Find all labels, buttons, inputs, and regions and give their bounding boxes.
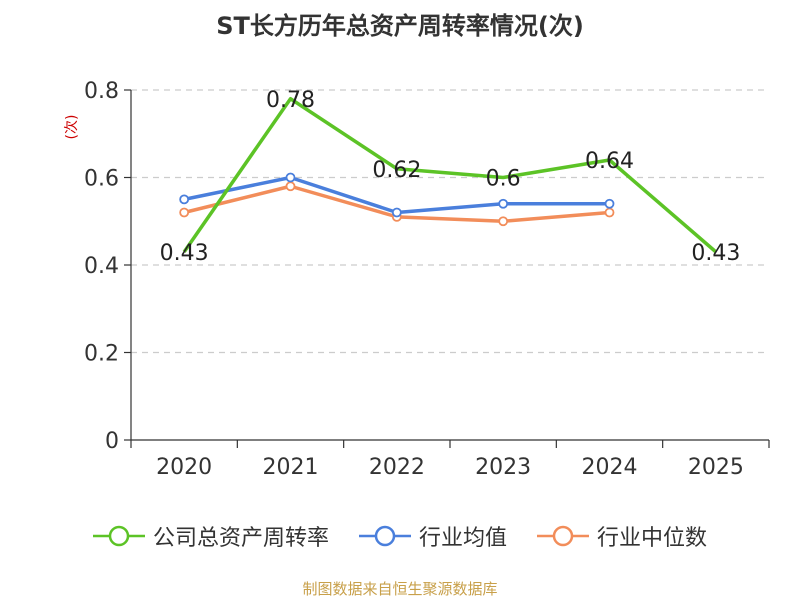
y-tick-label: 0.2 [84, 342, 119, 367]
legend-item: 公司总资产周转率 [92, 520, 329, 552]
series-point [604, 198, 615, 209]
legend-label: 公司总资产周转率 [152, 526, 329, 551]
legend-swatch-icon [537, 525, 589, 547]
series-point [498, 216, 509, 227]
x-tick-label: 2020 [156, 455, 212, 480]
data-label: 0.62 [372, 158, 421, 183]
axes: 0 0.2 0.4 0.6 0.8 2020 2021 2022 2023 2024 2025 [84, 79, 770, 480]
series-point [179, 194, 190, 205]
x-tick-label: 2025 [688, 455, 744, 480]
x-tick-label: 2023 [475, 455, 531, 480]
series-point [604, 207, 615, 218]
series-point [285, 181, 296, 192]
chart-title: ST长方历年总资产周转率情况(次) [216, 12, 584, 40]
legend-swatch-icon [358, 525, 411, 547]
series-line [182, 97, 717, 254]
data-label: 0.78 [266, 88, 315, 113]
series-point [498, 198, 509, 209]
x-tick-label: 2024 [582, 455, 638, 480]
legend-item: 行业中位数 [537, 520, 707, 552]
y-tick-label: 0.8 [84, 79, 119, 104]
legend-label: 行业均值 [418, 526, 507, 551]
x-tick-label: 2021 [263, 455, 319, 480]
series-point [391, 207, 402, 218]
y-tick-label: 0 [105, 429, 119, 454]
data-label: 0.43 [160, 241, 209, 266]
series-point [179, 207, 190, 218]
data-label: 0.6 [486, 167, 521, 192]
series-point [285, 172, 296, 183]
legend-swatch-icon [92, 525, 145, 547]
gridlines [131, 89, 769, 354]
y-tick-label: 0.4 [84, 254, 119, 279]
data-labels: 0.43 0.78 0.62 0.6 0.64 0.43 [160, 88, 741, 266]
legend-label: 行业中位数 [597, 526, 708, 551]
source-note: 制图数据来自恒生聚源数据库 [302, 580, 498, 598]
series-lines [179, 97, 717, 254]
data-label: 0.64 [585, 149, 634, 174]
legend: 公司总资产周转率 行业均值 行业中位数 [0, 520, 800, 552]
y-tick-label: 0.6 [84, 167, 119, 192]
y-axis-label: (次) [64, 115, 80, 140]
data-label: 0.43 [691, 241, 740, 266]
legend-item: 行业均值 [358, 520, 507, 552]
x-tick-label: 2022 [369, 455, 425, 480]
